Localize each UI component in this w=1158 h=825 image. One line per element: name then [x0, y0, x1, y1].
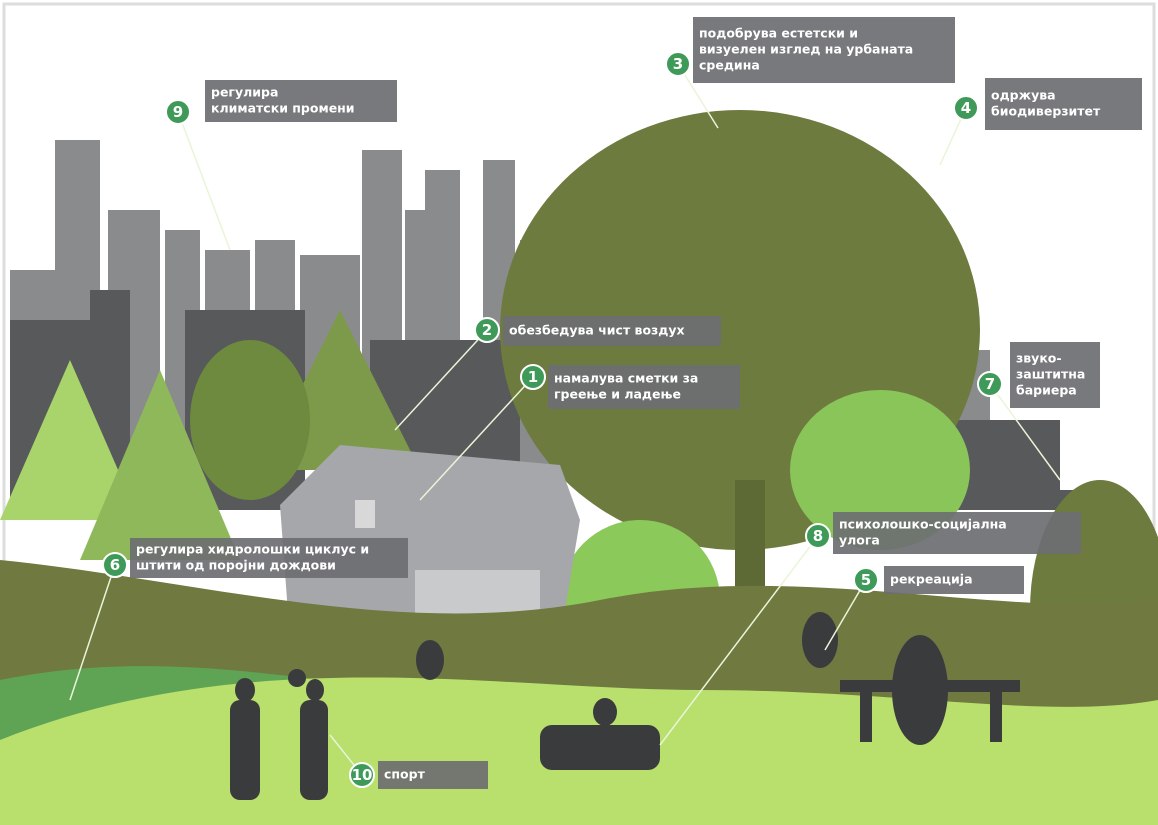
- label: заштитна: [1016, 367, 1085, 382]
- number-badge: [665, 51, 691, 77]
- label: улога: [839, 533, 880, 548]
- label-box: [205, 80, 397, 122]
- label-box: [503, 316, 721, 346]
- label-box: [884, 566, 1024, 594]
- label: регулира хидролошки циклус и: [136, 542, 369, 557]
- label: обезбедува чист воздух: [509, 323, 685, 338]
- label-box: [693, 17, 955, 83]
- label: одржува: [991, 88, 1056, 103]
- number-badge: [853, 567, 879, 593]
- label-box: [378, 761, 488, 789]
- leader-line: [177, 111, 231, 251]
- number-badge: [805, 523, 831, 549]
- number: 10: [352, 766, 373, 784]
- label: регулира: [211, 85, 278, 100]
- callout: 10 спорт: [329, 734, 488, 789]
- label-box: [833, 512, 1081, 554]
- number: 2: [482, 321, 492, 339]
- number: 8: [813, 527, 823, 545]
- number: 3: [673, 55, 683, 73]
- label: подобрува естетски и: [699, 26, 858, 41]
- number: 6: [110, 556, 120, 574]
- leader-line: [69, 564, 116, 701]
- number-badge: [474, 317, 500, 343]
- label: рекреација: [890, 572, 973, 587]
- number: 4: [961, 99, 971, 117]
- leader-line: [989, 383, 1061, 481]
- label: психолошко-социјална: [839, 517, 1007, 532]
- label: штити од поројни дождови: [136, 558, 336, 573]
- label-box: [1010, 342, 1100, 408]
- label-box: [130, 538, 408, 578]
- label: греење и ладење: [554, 387, 681, 402]
- number: 7: [985, 375, 995, 393]
- label-box: [985, 78, 1142, 130]
- leader-line: [419, 376, 534, 501]
- label: намалува сметки за: [554, 371, 698, 386]
- label: визуелен изглед на урбаната: [699, 42, 913, 57]
- number-badge: [349, 762, 375, 788]
- label: климатски промени: [211, 101, 355, 116]
- number-badge: [977, 371, 1003, 397]
- label: биодиверзитет: [991, 104, 1101, 119]
- number: 9: [173, 103, 183, 121]
- leader-line: [824, 579, 867, 651]
- label: спорт: [384, 767, 426, 782]
- label: бариера: [1016, 383, 1077, 398]
- number: 1: [528, 368, 538, 386]
- callout: 5 рекреација: [824, 566, 1024, 651]
- number-badge: [165, 99, 191, 125]
- number: 5: [861, 571, 871, 589]
- label: звуко-: [1016, 351, 1062, 366]
- people: [230, 612, 1020, 800]
- label-box: [548, 365, 740, 409]
- callout: 2 обезбедува чист воздух: [394, 316, 721, 431]
- house: [280, 445, 580, 640]
- number-badge: [520, 364, 546, 390]
- leader-line: [394, 329, 488, 431]
- number-badge: [102, 552, 128, 578]
- leader-line: [659, 535, 819, 746]
- label: средина: [699, 58, 760, 73]
- number-badge: [953, 95, 979, 121]
